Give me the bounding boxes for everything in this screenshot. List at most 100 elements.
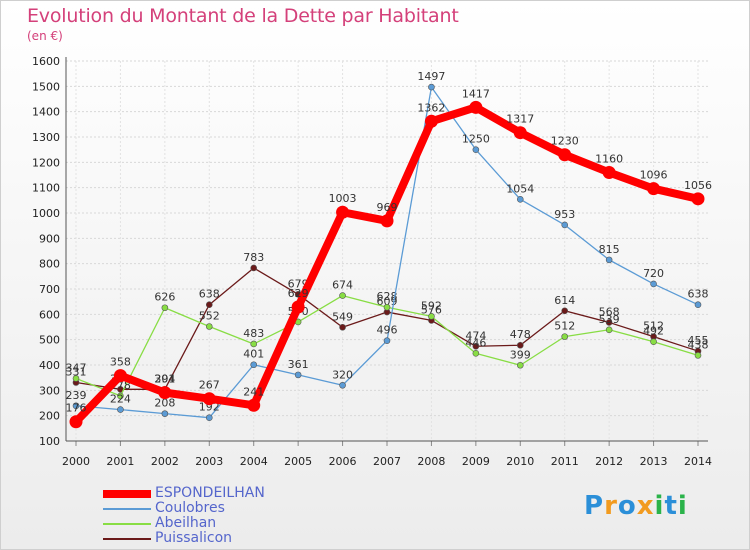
y-tick-label: 300 — [39, 384, 60, 397]
data-point-espondeilhan — [691, 192, 705, 206]
x-tick-label: 2014 — [684, 455, 712, 468]
data-label-coulobres: 1497 — [417, 70, 445, 83]
data-point-coulobres — [250, 361, 258, 369]
data-point-espondeilhan — [113, 369, 127, 383]
logo-letter: i — [654, 491, 665, 521]
y-tick-label: 1000 — [32, 207, 60, 220]
legend-swatch — [103, 490, 151, 498]
x-tick-label: 2007 — [373, 455, 401, 468]
data-point-coulobres — [428, 83, 435, 91]
data-label-espondeilhan: 241 — [243, 385, 264, 398]
data-point-coulobres — [161, 410, 169, 417]
data-label-puissalicon: 638 — [199, 288, 220, 301]
y-tick-label: 1200 — [32, 156, 60, 169]
data-label-puissalicon: 783 — [243, 251, 264, 264]
logo-letter: r — [604, 491, 618, 521]
data-label-puissalicon: 549 — [332, 310, 353, 323]
data-point-espondeilhan — [647, 182, 661, 196]
data-label-coulobres: 401 — [243, 348, 264, 361]
data-point-espondeilhan — [202, 392, 216, 406]
logo-letter: i — [677, 491, 688, 521]
x-tick-label: 2012 — [595, 455, 623, 468]
data-label-espondeilhan: 629 — [288, 287, 309, 300]
data-label-abeilhan: 539 — [599, 313, 620, 326]
data-point-abeilhan — [650, 338, 657, 345]
data-label-abeilhan: 674 — [332, 279, 353, 292]
data-label-abeilhan: 492 — [643, 325, 664, 338]
data-label-espondeilhan: 1160 — [595, 152, 623, 165]
data-point-espondeilhan — [513, 126, 527, 140]
data-point-abeilhan — [205, 323, 213, 330]
legend-label: ESPONDEILHAN — [155, 485, 265, 501]
data-point-abeilhan — [383, 303, 391, 311]
y-tick-label: 1400 — [32, 106, 60, 119]
data-point-abeilhan — [117, 392, 124, 400]
data-point-abeilhan — [605, 326, 613, 334]
data-point-puissalicon — [516, 341, 524, 349]
data-label-coulobres: 192 — [199, 401, 220, 414]
data-label-coulobres: 496 — [377, 324, 398, 337]
x-tick-label: 2003 — [195, 455, 223, 468]
y-tick-label: 900 — [39, 232, 60, 245]
data-point-coulobres — [294, 371, 302, 379]
data-label-puissalicon: 331 — [66, 365, 87, 378]
data-point-espondeilhan — [469, 100, 483, 114]
data-point-espondeilhan — [291, 300, 305, 314]
y-tick-label: 500 — [39, 334, 60, 347]
data-point-puissalicon — [339, 323, 346, 331]
data-label-coulobres: 320 — [332, 368, 353, 381]
data-point-abeilhan — [561, 333, 569, 340]
legend-label: Abeilhan — [155, 515, 217, 531]
legend-swatch — [103, 523, 151, 525]
data-point-abeilhan — [516, 361, 524, 369]
logo-letter: o — [617, 491, 637, 521]
data-label-puissalicon: 512 — [643, 320, 664, 333]
data-label-coulobres: 1054 — [506, 182, 534, 195]
y-tick-label: 1500 — [32, 80, 60, 93]
data-label-espondeilhan: 358 — [110, 356, 131, 369]
data-label-abeilhan: 628 — [377, 290, 398, 303]
y-tick-label: 100 — [39, 435, 60, 448]
data-label-puissalicon: 478 — [510, 328, 531, 341]
x-tick-label: 2013 — [640, 455, 668, 468]
chart-unit: (en €) — [27, 29, 63, 43]
data-label-abeilhan: 626 — [154, 291, 175, 304]
data-point-espondeilhan — [247, 398, 261, 412]
proxiti-logo: Proxiti — [584, 491, 688, 521]
data-point-coulobres — [205, 414, 213, 421]
data-point-abeilhan — [694, 352, 702, 359]
data-label-puissalicon: 609 — [377, 295, 398, 308]
data-point-coulobres — [694, 301, 702, 309]
data-point-coulobres — [605, 256, 613, 264]
data-point-puissalicon — [250, 264, 258, 272]
data-label-puissalicon: 304 — [154, 372, 175, 385]
data-label-espondeilhan: 1056 — [684, 179, 712, 192]
x-tick-label: 2011 — [551, 455, 579, 468]
data-point-coulobres — [383, 337, 391, 344]
data-label-abeilhan: 438 — [688, 338, 709, 351]
data-label-coulobres: 1250 — [462, 133, 490, 146]
data-label-puissalicon: 568 — [599, 305, 620, 318]
x-tick-label: 2002 — [151, 455, 179, 468]
data-label-abeilhan: 347 — [66, 361, 87, 374]
data-point-coulobres — [472, 146, 480, 153]
data-point-espondeilhan — [424, 114, 438, 128]
data-label-abeilhan: 399 — [510, 348, 531, 361]
x-tick-label: 2010 — [506, 455, 534, 468]
data-label-coulobres: 224 — [110, 393, 131, 406]
data-point-puissalicon — [472, 342, 480, 350]
data-label-espondeilhan: 1003 — [329, 192, 357, 205]
data-label-abeilhan: 483 — [243, 327, 264, 340]
data-point-puissalicon — [205, 301, 213, 309]
data-point-abeilhan — [339, 292, 346, 299]
logo-letter: P — [584, 491, 605, 521]
data-label-espondeilhan: 1317 — [506, 113, 534, 126]
x-tick-label: 2008 — [417, 455, 445, 468]
y-tick-label: 800 — [39, 258, 60, 271]
data-point-espondeilhan — [336, 205, 350, 219]
data-point-coulobres — [650, 280, 657, 288]
data-label-puissalicon: 576 — [421, 303, 442, 316]
data-point-abeilhan — [161, 304, 169, 312]
data-point-abeilhan — [72, 375, 80, 382]
